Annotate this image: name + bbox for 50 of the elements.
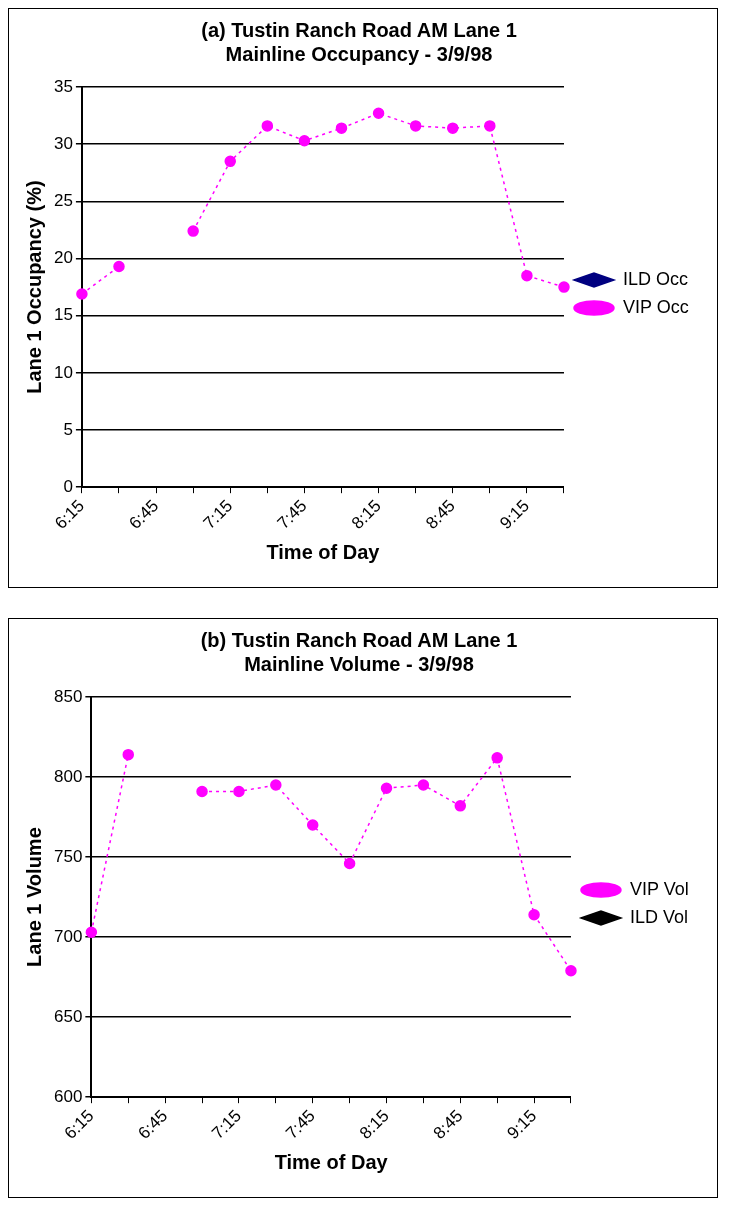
- point: [565, 964, 577, 977]
- y-tick-label: 5: [63, 419, 73, 439]
- chart-title: (b) Tustin Ranch Road AM Lane 1 Mainline Volume - 3/9/98: [200, 628, 518, 675]
- point: [261, 120, 274, 132]
- y-tick-label: 25: [53, 191, 73, 211]
- point: [380, 782, 393, 794]
- x-axis-title: Time of Day: [266, 540, 381, 563]
- legend-label: VIP Vol: [629, 878, 689, 899]
- y-tick-label: 15: [53, 305, 73, 325]
- chart-title: (a) Tustin Ranch Road AM Lane 1 Mainline Occupancy - 3/9/98: [201, 18, 517, 65]
- point: [454, 800, 467, 812]
- point: [372, 107, 385, 120]
- y-tick-label: 750: [53, 846, 83, 866]
- y-tick-label: 850: [53, 686, 83, 706]
- point: [76, 288, 88, 300]
- y-tick-label: 35: [53, 76, 73, 96]
- point: [224, 155, 236, 168]
- point: [187, 225, 199, 237]
- legend-label: ILD Occ: [622, 268, 688, 289]
- point: [343, 857, 356, 870]
- y-tick-label: 10: [53, 362, 73, 382]
- y-tick-label: 30: [53, 133, 73, 153]
- y-tick-label: 650: [53, 1006, 83, 1026]
- point: [417, 779, 430, 791]
- y-axis-title: Lane 1 Occupancy (%): [22, 180, 45, 394]
- point: [306, 819, 319, 831]
- point: [558, 281, 570, 293]
- point: [122, 748, 135, 761]
- point: [85, 926, 98, 939]
- point: [409, 120, 422, 132]
- point: [298, 134, 311, 147]
- point: [335, 122, 348, 134]
- point: [528, 908, 540, 921]
- y-axis-title: Lane 1 Volume: [22, 827, 45, 967]
- legend-label: VIP Occ: [622, 296, 689, 317]
- y-tick-label: 600: [53, 1086, 83, 1106]
- y-tick-label: 800: [53, 766, 83, 786]
- point: [484, 120, 496, 132]
- point: [270, 779, 282, 791]
- y-tick-label: 0: [63, 476, 73, 496]
- point: [113, 260, 125, 273]
- y-tick-label: 20: [53, 248, 73, 268]
- legend-label: ILD Vol: [629, 906, 689, 927]
- point: [521, 269, 533, 282]
- point: [446, 122, 459, 134]
- point: [196, 785, 208, 798]
- y-tick-label: 700: [53, 926, 83, 946]
- point: [233, 785, 245, 798]
- point: [491, 752, 503, 764]
- x-axis-title: Time of Day: [274, 1150, 389, 1173]
